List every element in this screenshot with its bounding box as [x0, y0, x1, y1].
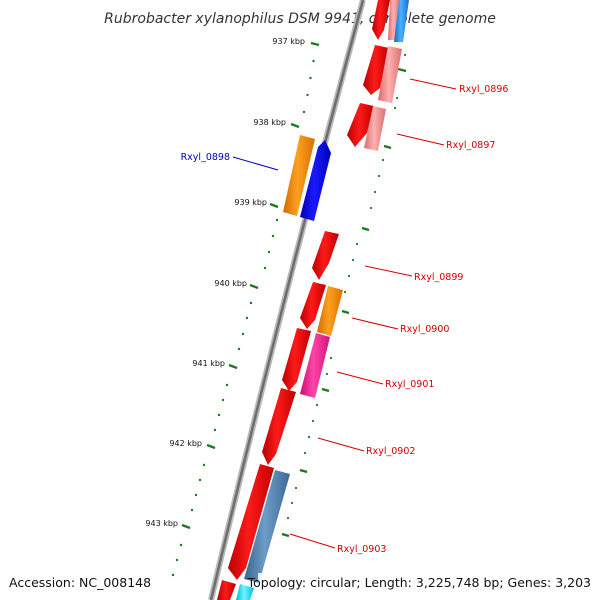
- gene-features: [217, 0, 409, 600]
- scale-tick-941: [228, 363, 238, 370]
- gene-label-0899: Rxyl_0899: [414, 272, 463, 283]
- gene-label-0897: Rxyl_0897: [446, 140, 495, 151]
- leader-0896: [409, 78, 457, 90]
- gene-red-e: [228, 464, 274, 580]
- label-leaders: [232, 78, 457, 549]
- scale-label-941: 941 kbp: [192, 359, 225, 368]
- gene-0900: [317, 286, 343, 336]
- scale-label-940: 940 kbp: [214, 279, 247, 288]
- gene-label-0896: Rxyl_0896: [459, 84, 508, 95]
- scale-tick-938: [290, 122, 300, 129]
- genome-title: Rubrobacter xylanophilus DSM 9941, compl…: [104, 11, 496, 27]
- topology-text: Topology: circular; Length: 3,225,748 bp…: [247, 575, 591, 590]
- gene-label-0900: Rxyl_0900: [400, 324, 449, 335]
- gene-bottom-red: [217, 580, 236, 600]
- genome-backbone-core: [209, 0, 365, 600]
- gene-0896: [378, 46, 402, 103]
- scale-label-943: 943 kbp: [145, 519, 178, 528]
- leader-0902: [317, 437, 365, 452]
- leader-0901: [336, 371, 384, 385]
- scale-tick-937: [310, 41, 320, 47]
- scale-label-937: 937 kbp: [272, 37, 305, 46]
- accession-text: Accession: NC_008148: [9, 575, 151, 590]
- footer-backdrop-right: [258, 573, 594, 591]
- scale-label-939: 939 kbp: [234, 198, 267, 207]
- inner-ticks: [281, 67, 407, 538]
- scale-tick-942: [206, 443, 216, 450]
- gene-0897: [364, 106, 386, 151]
- gene-0899: [312, 231, 339, 280]
- gene-red-b: [347, 103, 374, 147]
- leader-0903: [289, 533, 336, 549]
- gene-label-0902: Rxyl_0902: [366, 446, 415, 457]
- scale-dots: [171, 53, 407, 577]
- gene-top-pink: [388, 0, 400, 40]
- gene-0903: [244, 470, 290, 583]
- leader-0898: [232, 156, 279, 171]
- scale-tick-940: [249, 283, 259, 290]
- gene-label-0903: Rxyl_0903: [337, 544, 386, 555]
- gene-top-red: [372, 0, 390, 40]
- leader-0899: [364, 265, 413, 277]
- gene-0901: [300, 333, 330, 398]
- footer-backdrop-left: [5, 573, 147, 591]
- gene-red-a: [363, 45, 389, 95]
- scale-label-942: 942 kbp: [169, 439, 202, 448]
- leader-0897: [396, 133, 445, 146]
- scale-tick-943: [181, 523, 191, 530]
- gene-label-0898: Rxyl_0898: [181, 152, 230, 163]
- gene-orange-0898a: [283, 135, 315, 216]
- gene-red-d: [282, 328, 311, 391]
- gene-bottom-cyan: [236, 584, 254, 600]
- scale-label-938: 938 kbp: [253, 118, 286, 127]
- gene-label-0901: Rxyl_0901: [385, 379, 434, 390]
- gene-0902: [262, 388, 296, 465]
- gene-red-c: [300, 282, 326, 329]
- scale-tick-939: [269, 202, 279, 209]
- leader-0900: [351, 317, 399, 330]
- gene-0898: [300, 140, 331, 221]
- gene-top-sky: [394, 0, 409, 42]
